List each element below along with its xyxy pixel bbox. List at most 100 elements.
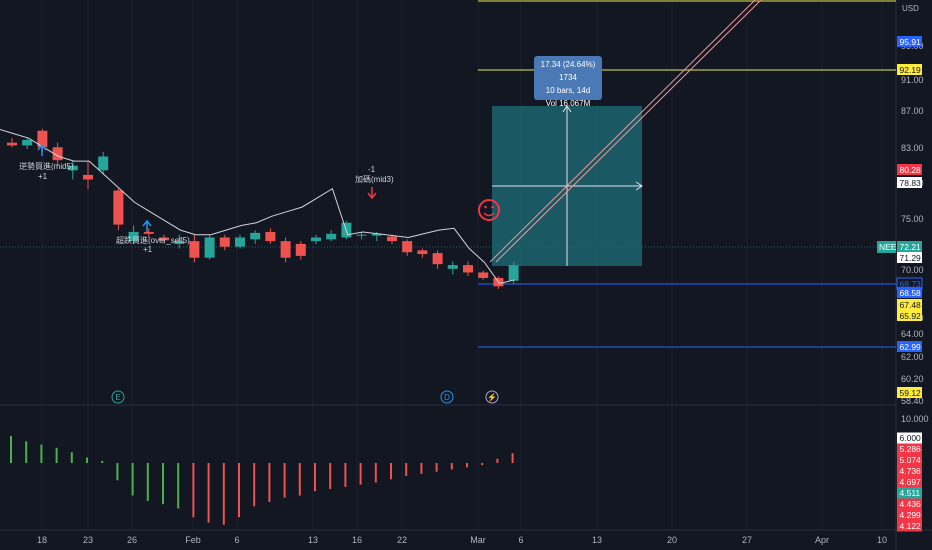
indicator-badge: 4.511 <box>897 488 922 499</box>
time-tick-label: 13 <box>592 535 602 545</box>
price-tick-label: 83.00 <box>901 143 924 153</box>
price-badge: 80.28 <box>897 164 922 175</box>
candle <box>326 230 336 241</box>
candle-body <box>311 237 321 241</box>
candle <box>189 235 199 263</box>
time-tick-label: 10 <box>877 535 887 545</box>
indicator-badge: 6.000 <box>897 433 922 444</box>
candle-body <box>83 175 93 180</box>
dividend-event-marker[interactable]: D <box>441 391 453 403</box>
signal-annotation-mid5[interactable]: 逆勢買進(mid5) +1 <box>19 145 74 181</box>
price-badge: 78.83 <box>897 177 922 188</box>
svg-text:62.99: 62.99 <box>900 342 922 352</box>
news-lightning-marker[interactable]: ⚡ <box>486 391 498 403</box>
candle-body <box>448 265 458 269</box>
indicator-badge: 5.074 <box>897 455 922 466</box>
price-badge: 68.58 <box>897 287 922 298</box>
candle <box>402 239 412 256</box>
measure-change-text: 17.34 (24.64%) 1734 <box>534 58 602 84</box>
indicator-badge: 4.697 <box>897 477 922 488</box>
svg-text:80.28: 80.28 <box>900 165 922 175</box>
candle-body <box>463 265 473 272</box>
earnings-event-marker[interactable]: E <box>112 391 124 403</box>
svg-text:4.697: 4.697 <box>900 477 922 487</box>
candle-body <box>387 237 397 242</box>
time-tick-label: 27 <box>742 535 752 545</box>
indicator-badge: 4.436 <box>897 499 922 510</box>
svg-text:6.000: 6.000 <box>900 433 922 443</box>
price-badge: 72.21 <box>897 241 922 252</box>
time-tick-label: 26 <box>127 535 137 545</box>
svg-text:67.48: 67.48 <box>900 300 922 310</box>
time-tick-label: 22 <box>397 535 407 545</box>
indicator-axis-badges: 6.0005.2865.0744.7364.6974.5114.4364.299… <box>897 433 922 532</box>
indicator-badge: 4.736 <box>897 466 922 477</box>
svg-text:4.299: 4.299 <box>900 510 922 520</box>
time-tick-label: 23 <box>83 535 93 545</box>
candle <box>448 261 458 274</box>
candle <box>265 228 275 244</box>
candle-body <box>220 237 230 246</box>
signal-annotation-mid3[interactable]: -1 加碼(mid3) <box>355 165 394 198</box>
time-tick-label: Feb <box>185 535 201 545</box>
price-tick-label: 87.00 <box>901 106 924 116</box>
sell-arrow-icon <box>368 187 376 198</box>
candle <box>98 152 108 175</box>
time-axis[interactable]: 182326Feb6131622Mar6132027Apr10 <box>37 535 887 545</box>
candle-body <box>402 241 412 252</box>
candle-body <box>113 191 123 225</box>
chart-grid <box>42 0 882 530</box>
svg-text:4.736: 4.736 <box>900 466 922 476</box>
signal-label: 逆勢買進(mid5) <box>19 161 74 171</box>
measure-volume-text: Vol 16.067M <box>534 97 602 110</box>
candle <box>250 230 260 244</box>
svg-text:E: E <box>115 393 120 402</box>
candle <box>433 250 443 268</box>
signal-count: +1 <box>143 245 153 254</box>
currency-label[interactable]: USD <box>902 4 919 13</box>
candle-body <box>478 272 488 278</box>
indicator-badge: 5.286 <box>897 444 922 455</box>
candle-body <box>281 241 291 258</box>
candle-body <box>250 233 260 239</box>
signal-count: +1 <box>38 172 48 181</box>
price-tick-label: 70.00 <box>901 265 924 275</box>
candle <box>281 237 291 262</box>
svg-text:⚡: ⚡ <box>487 392 497 402</box>
signal-annotation-over-sell5[interactable]: 超跌買進(over_sell5) +1 <box>116 221 190 254</box>
price-badge: 65.92 <box>897 310 922 321</box>
candle-body <box>265 232 275 241</box>
price-tick-label: 91.00 <box>901 75 924 85</box>
time-tick-label: 20 <box>667 535 677 545</box>
svg-text:4.436: 4.436 <box>900 499 922 509</box>
time-tick-label: 6 <box>518 535 523 545</box>
time-tick-label: 18 <box>37 535 47 545</box>
candle-body <box>433 253 443 264</box>
svg-text:68.58: 68.58 <box>900 288 922 298</box>
candle-body <box>98 156 108 170</box>
svg-text:5.074: 5.074 <box>900 455 922 465</box>
signal-label: 超跌買進(over_sell5) <box>116 235 190 245</box>
candle-body <box>235 237 245 246</box>
price-badge: 71.29 <box>897 252 922 263</box>
price-badge: 95.91 <box>897 36 922 47</box>
measure-bars-text: 10 bars, 14d <box>534 84 602 97</box>
price-badge: 62.99 <box>897 341 922 352</box>
svg-text:NEE: NEE <box>879 242 897 252</box>
svg-text:5.286: 5.286 <box>900 444 922 454</box>
candle <box>220 235 230 251</box>
candlestick-series[interactable] <box>7 129 519 289</box>
svg-text:65.92: 65.92 <box>900 311 922 321</box>
candle-body <box>326 234 336 240</box>
candle <box>463 261 473 276</box>
candle <box>296 241 306 259</box>
candle-body <box>7 143 17 146</box>
time-tick-label: Mar <box>470 535 486 545</box>
svg-text:59.12: 59.12 <box>900 388 922 398</box>
svg-text:95.91: 95.91 <box>900 37 922 47</box>
price-badge: 67.48 <box>897 299 922 310</box>
candle-body <box>22 140 32 146</box>
svg-text:D: D <box>444 393 450 402</box>
price-tick-label: 62.00 <box>901 352 924 362</box>
